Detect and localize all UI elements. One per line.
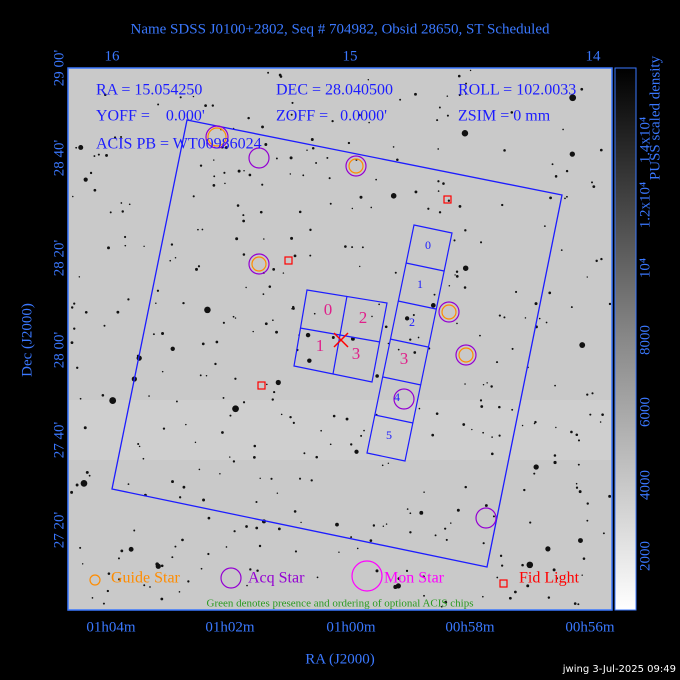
chip-label: 3 — [352, 344, 361, 363]
info-text: DEC = 28.040500 — [276, 82, 393, 99]
acis-i — [293, 289, 388, 383]
plot-frame — [67, 67, 613, 611]
colorbar-tick-label: 2000 — [637, 541, 653, 571]
y-tick-label: 29 00' — [51, 49, 67, 86]
y-tick-label: 28 20' — [51, 239, 67, 276]
top-tick-label: 14 — [586, 48, 602, 64]
legend-label: Fid Light — [519, 570, 580, 587]
legend-label: Guide Star — [111, 570, 181, 587]
chip-label: 4 — [394, 390, 400, 404]
x-tick-label: 00h56m — [565, 619, 615, 635]
chip-label: 2 — [409, 315, 415, 329]
info-text: ROLL = 102.0033 — [458, 82, 576, 99]
x-tick-label: 01h00m — [326, 619, 376, 635]
field-outline — [111, 119, 563, 568]
y-tick-label: 28 00' — [51, 331, 67, 368]
x-tick-label: 01h04m — [86, 619, 136, 635]
sky-band — [68, 400, 612, 460]
x-tick-label: 00h58m — [445, 619, 495, 635]
colorbar-tick-label: 1.2x10⁴ — [637, 182, 653, 228]
colorbar — [614, 67, 637, 611]
info-text: YOFF = 0.000' — [96, 108, 205, 125]
chip-label: 2 — [359, 308, 368, 327]
stars — [70, 69, 612, 608]
info-text: ACIS PB = WT00986024 — [96, 136, 262, 153]
info-text: ZSIM = 0 mm — [458, 108, 551, 125]
y-tick-label: 28 40' — [51, 139, 67, 176]
legend-label: Acq Star — [248, 570, 305, 587]
chip-label: 1 — [417, 277, 423, 291]
top-tick-label: 15 — [343, 48, 358, 64]
chip-label: 0 — [324, 300, 333, 319]
colorbar-tick-label: 8000 — [637, 325, 653, 355]
y-axis-title: Dec (J2000) — [19, 303, 35, 377]
info-text: ZOFF = 0.0000' — [276, 108, 387, 125]
colorbar-tick-label: 6000 — [637, 397, 653, 427]
colorbar-tick-label: 4000 — [637, 470, 653, 500]
x-tick-label: 01h02m — [205, 619, 255, 635]
note: Green denotes presence and ordering of o… — [207, 598, 474, 610]
title: Name SDSS J0100+2802, Seq # 704982, Obsi… — [130, 21, 550, 37]
y-tick-label: 27 40' — [51, 421, 67, 458]
chip-label: 1 — [316, 336, 325, 355]
colorbar-title: PUSS scaled density — [647, 55, 663, 180]
targets — [205, 125, 497, 529]
info-text: RA = 15.054250 — [96, 82, 202, 99]
colorbar-tick-label: 10⁴ — [637, 258, 653, 278]
chip-label: 5 — [386, 428, 392, 442]
top-tick-label: 16 — [105, 48, 121, 64]
acis-s — [366, 224, 453, 462]
y-tick-label: 27 20' — [51, 511, 67, 548]
footer: jwing 3-Jul-2025 09:49 — [562, 664, 676, 675]
chip-label: 3 — [400, 349, 409, 368]
legend-symbols — [89, 560, 508, 592]
chip-label: 0 — [425, 238, 431, 252]
x-axis-title: RA (J2000) — [305, 651, 375, 667]
legend-label: Mon Star — [384, 570, 445, 587]
colorbar-tick-label: 1.4x10⁴ — [637, 117, 653, 163]
